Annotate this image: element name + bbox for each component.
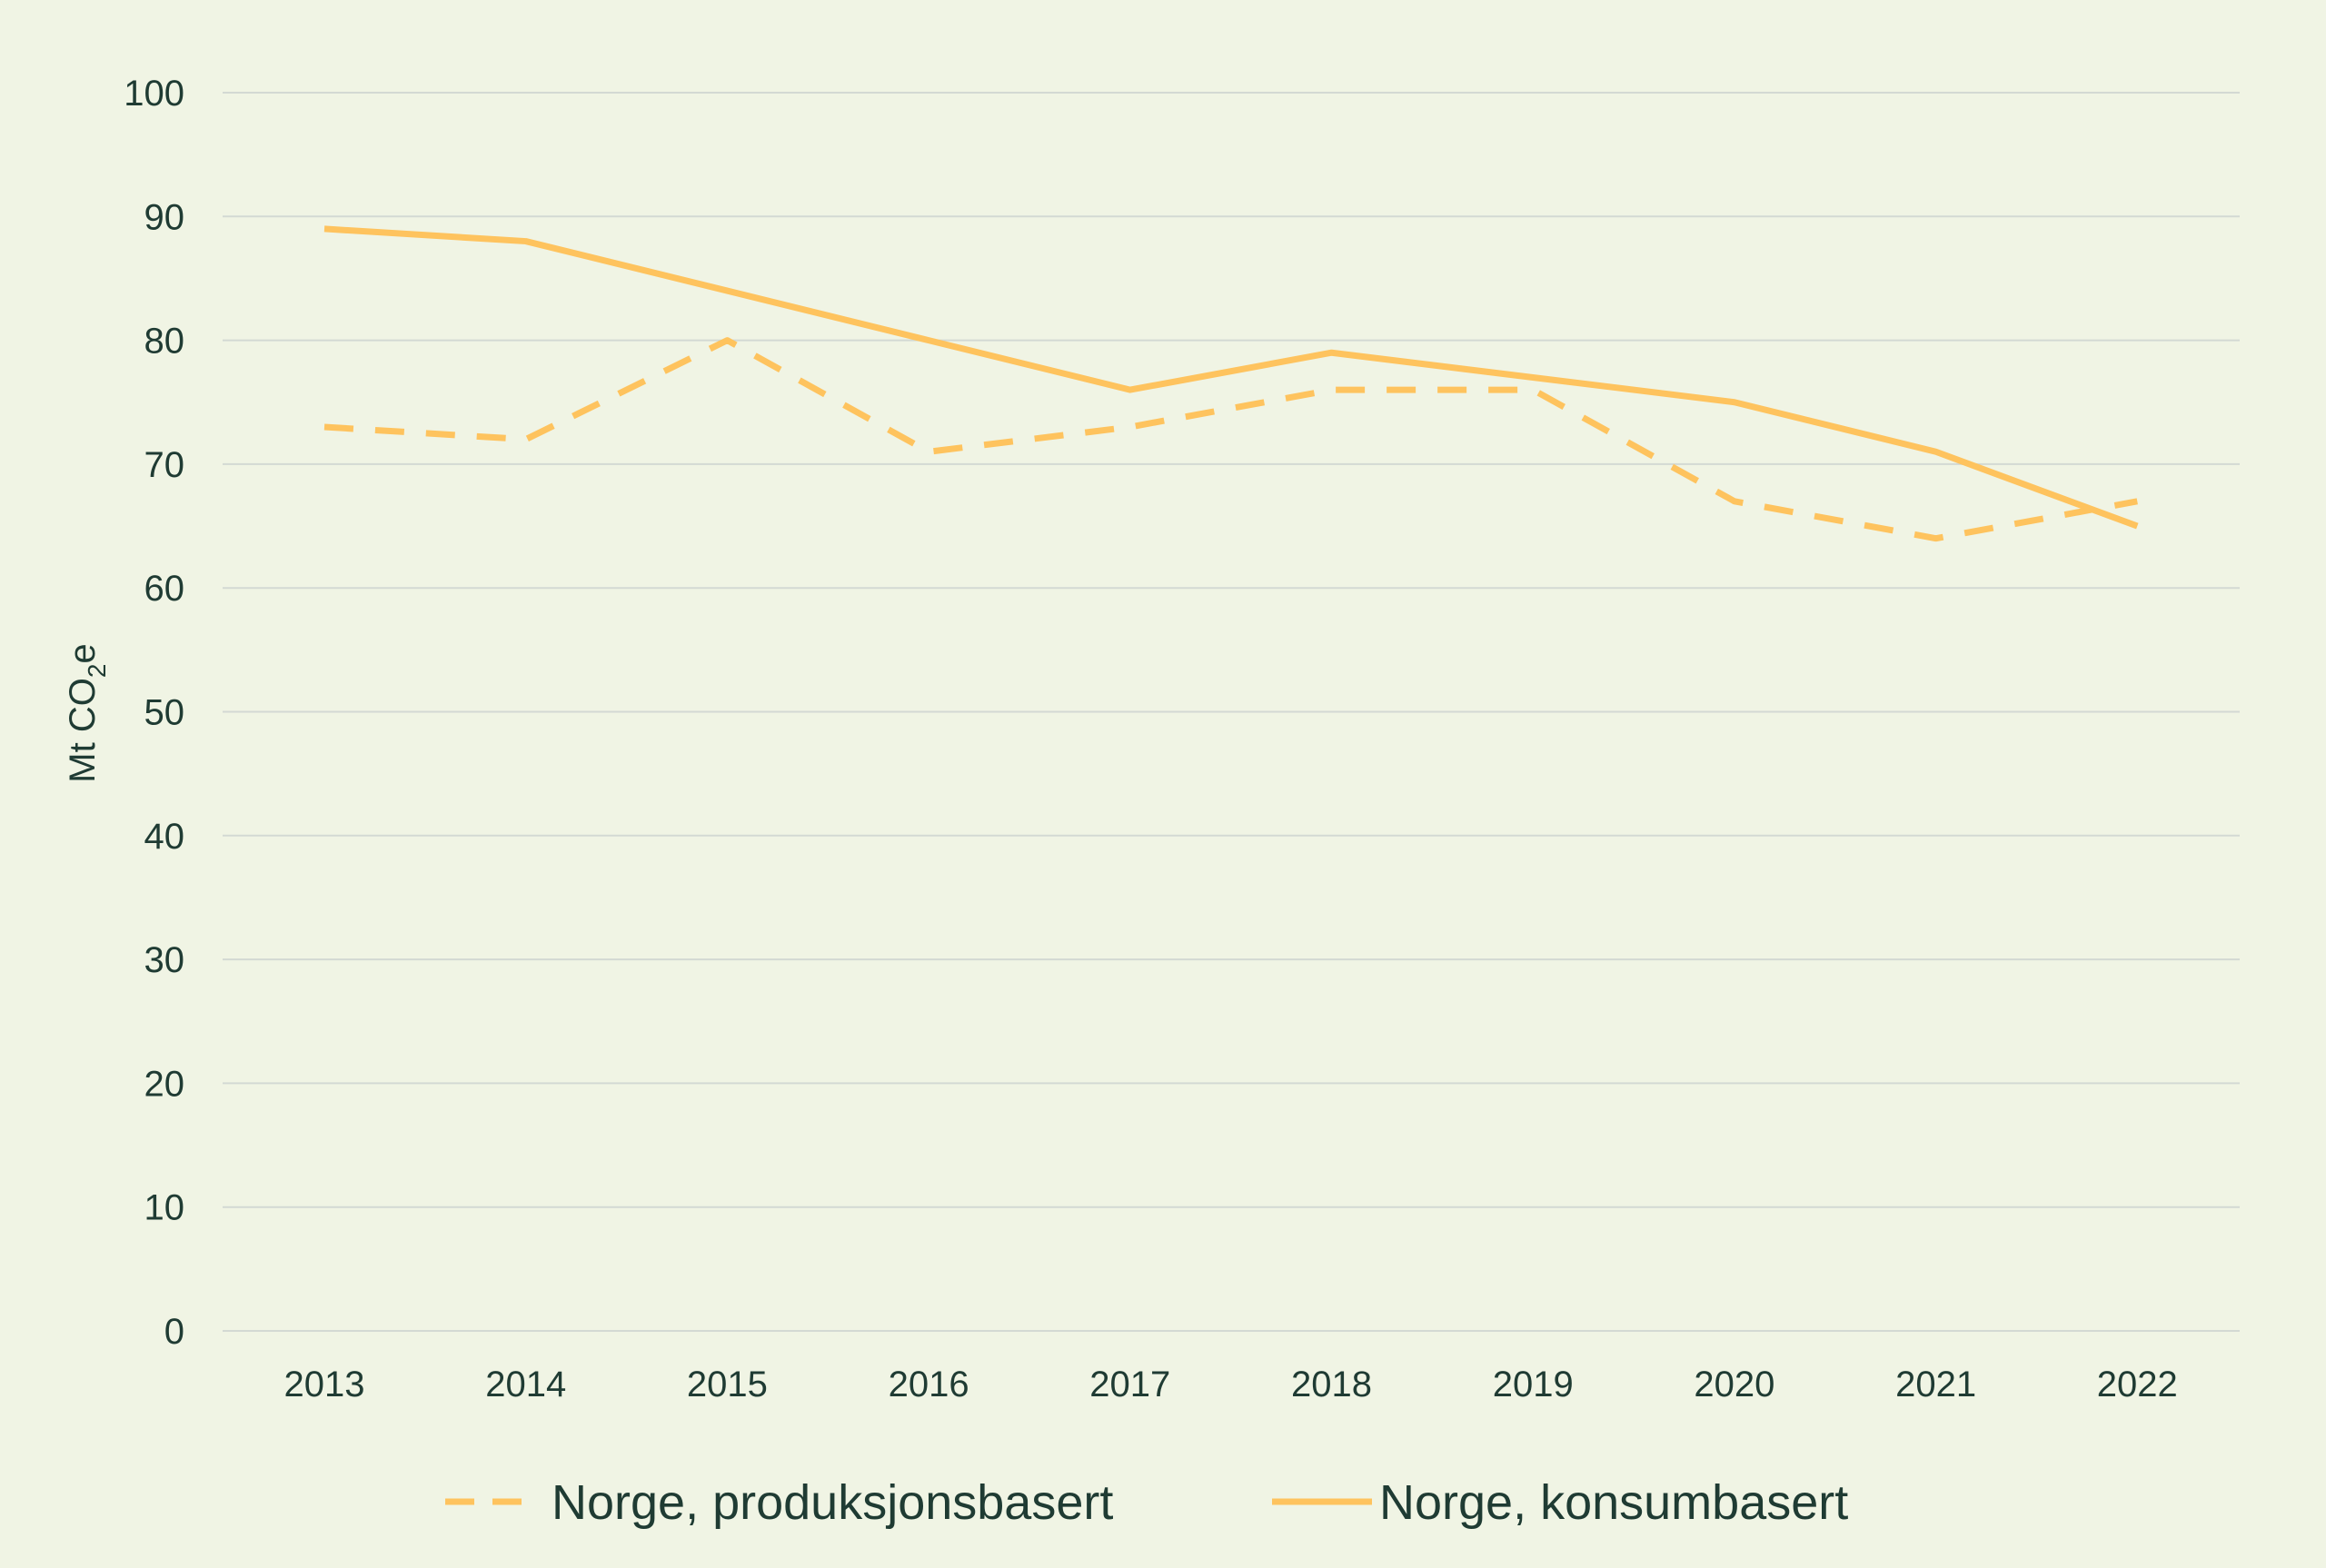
x-tick-label-2021: 2021 bbox=[1895, 1365, 1976, 1404]
x-tick-label-2019: 2019 bbox=[1493, 1365, 1574, 1404]
y-tick-label-40: 40 bbox=[144, 817, 185, 857]
y-tick-label-0: 0 bbox=[164, 1312, 184, 1352]
x-tick-label-2016: 2016 bbox=[889, 1365, 969, 1404]
x-axis-tick-labels: 2013 2014 2015 2016 2017 2018 2019 2020 2021 2022 bbox=[284, 1365, 2178, 1404]
x-tick-label-2022: 2022 bbox=[2097, 1365, 2178, 1404]
series-line-produksjonsbasert bbox=[323, 337, 2138, 542]
y-axis-title-suffix: e bbox=[63, 643, 103, 663]
x-tick-label-2017: 2017 bbox=[1089, 1365, 1170, 1404]
x-tick-label-2013: 2013 bbox=[284, 1365, 365, 1404]
legend-item-konsumbasert: Norge, konsumbasert bbox=[1272, 1475, 1848, 1530]
y-tick-label-50: 50 bbox=[144, 693, 185, 733]
y-tick-label-60: 60 bbox=[144, 569, 185, 609]
gridlines bbox=[223, 92, 2240, 1332]
legend-label-konsumbasert: Norge, konsumbasert bbox=[1379, 1475, 1848, 1530]
x-tick-label-2018: 2018 bbox=[1291, 1365, 1372, 1404]
x-tick-label-2020: 2020 bbox=[1694, 1365, 1774, 1404]
y-axis-title-prefix: Mt CO bbox=[63, 678, 103, 783]
legend-label-produksjonsbasert: Norge, produksjonsbasert bbox=[552, 1475, 1113, 1530]
y-tick-label-100: 100 bbox=[124, 74, 184, 114]
y-tick-label-20: 20 bbox=[144, 1064, 185, 1104]
y-axis-title: Mt CO2e bbox=[63, 643, 111, 782]
x-tick-label-2014: 2014 bbox=[485, 1365, 566, 1404]
series-lines bbox=[323, 225, 2139, 542]
y-tick-label-10: 10 bbox=[144, 1188, 185, 1228]
legend: Norge, produksjonsbasert Norge, konsumba… bbox=[445, 1475, 1848, 1530]
y-tick-label-30: 30 bbox=[144, 940, 185, 980]
y-tick-label-70: 70 bbox=[144, 445, 185, 485]
y-axis-tick-labels: 0 10 20 30 40 50 60 70 80 90 100 bbox=[124, 74, 184, 1352]
x-tick-label-2015: 2015 bbox=[687, 1365, 768, 1404]
series-line-konsumbasert bbox=[323, 225, 2139, 530]
y-tick-label-80: 80 bbox=[144, 322, 185, 362]
y-tick-label-90: 90 bbox=[144, 197, 185, 237]
legend-item-produksjonsbasert: Norge, produksjonsbasert bbox=[445, 1475, 1113, 1530]
y-axis-title-subscript: 2 bbox=[83, 664, 111, 679]
